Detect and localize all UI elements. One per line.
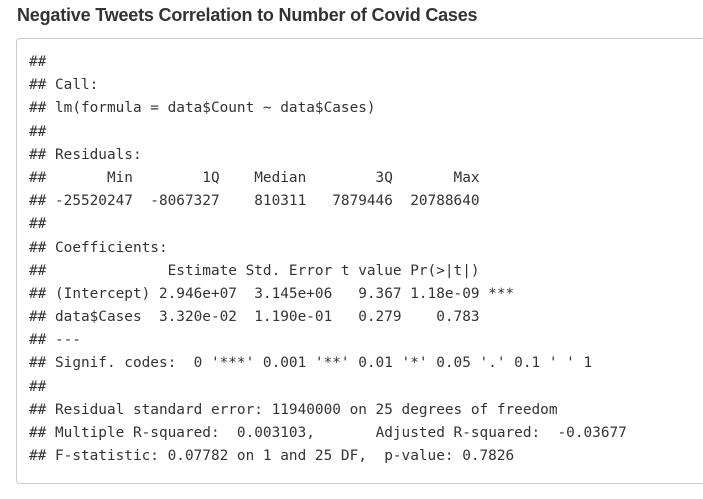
output-line-r-squared: ## Multiple R-squared: 0.003103, Adjuste… — [29, 425, 627, 441]
output-line-separator: ## --- — [29, 332, 81, 349]
output-line-coefficients-label: ## Coefficients: — [29, 239, 168, 256]
output-line-formula: ## lm(formula = data$Count ~ data$Cases) — [29, 100, 376, 117]
output-line-residuals-header: ## Min 1Q Median 3Q Max — [29, 169, 480, 186]
output-line-signif-codes: ## Signif. codes: 0 '***' 0.001 '**' 0.0… — [29, 355, 593, 372]
output-line-residuals-label: ## Residuals: — [29, 146, 142, 163]
output-line-residual-error: ## Residual standard error: 11940000 on … — [29, 401, 558, 418]
output-line-intercept-row: ## (Intercept) 2.946e+07 3.145e+06 9.367… — [29, 285, 515, 302]
output-line-residuals-values: ## -25520247 -8067327 810311 7879446 207… — [29, 193, 480, 210]
section-heading: Negative Tweets Correlation to Number of… — [17, 5, 478, 25]
regression-output: ## ## Call: ## lm(formula = data$Count ~ d… — [29, 51, 627, 468]
output-line-f-statistic: ## F-statistic: 0.07782 on 1 and 25 DF, … — [29, 448, 515, 465]
code-output-block: ## ## Call: ## lm(formula = data$Count ~ d… — [16, 38, 703, 484]
output-line-cases-row: ## data$Cases 3.320e-02 1.190e-01 0.279 … — [29, 309, 480, 326]
output-line: ## — [29, 54, 47, 70]
output-line-coefficients-header: ## Estimate Std. Error t value Pr(>|t|) — [29, 262, 480, 279]
output-line: ## — [29, 123, 47, 140]
output-line-call-label: ## Call: — [29, 77, 99, 94]
output-line: ## — [29, 216, 47, 233]
output-line: ## — [29, 378, 47, 395]
